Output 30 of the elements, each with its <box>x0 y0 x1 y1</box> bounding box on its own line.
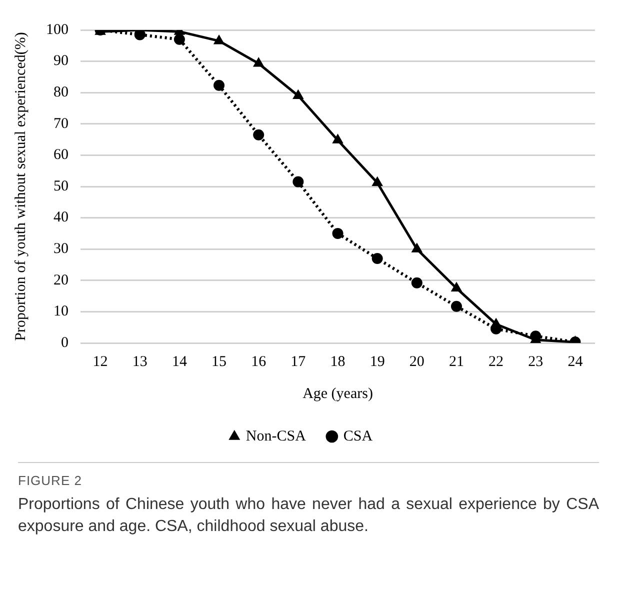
x-tick-label: 14 <box>172 354 188 370</box>
caption: FIGURE 2 <box>18 473 83 488</box>
x-tick-label: 16 <box>251 354 267 370</box>
x-tick-label: 24 <box>568 354 584 370</box>
y-tick-label: 40 <box>54 210 68 226</box>
legend-label: CSA <box>343 428 373 444</box>
x-tick-label: 18 <box>330 354 346 370</box>
y-tick-label: 80 <box>54 84 68 101</box>
x-tick-label: 17 <box>290 354 306 370</box>
x-tick-label: 15 <box>212 354 227 370</box>
y-tick-label: 60 <box>54 147 68 164</box>
y-axis-title: Proportion of youth without sexual experienced(%) <box>12 32 29 341</box>
x-tick-label: 12 <box>92 354 108 370</box>
y-tick-label: 0 <box>61 334 68 351</box>
x-tick-label: 19 <box>370 354 385 370</box>
text: Proportions of Chinese youth who have never had a sexual experience by CSA exposure and age. CSA, childhood sexual abuse. <box>18 495 599 537</box>
y-tick-label: 20 <box>54 272 68 288</box>
y-tick-label: 100 <box>46 22 68 38</box>
x-tick-label: 21 <box>448 354 464 370</box>
x-tick-label: 23 <box>528 354 544 370</box>
x-tick-label: 22 <box>488 354 504 370</box>
y-tick-label: 50 <box>54 178 68 194</box>
x-axis-title: Age (years) <box>302 386 373 402</box>
x-tick-label: 13 <box>132 354 148 370</box>
x-tick-label: 20 <box>409 354 424 370</box>
legend-label: Non-CSA <box>246 428 306 444</box>
y-tick-label: 30 <box>54 241 68 258</box>
y-tick-label: 70 <box>54 116 68 132</box>
y-tick-label: 10 <box>54 304 68 320</box>
y-tick-label: 90 <box>54 53 68 70</box>
